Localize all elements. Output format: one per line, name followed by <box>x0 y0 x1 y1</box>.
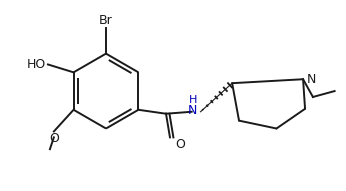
Text: N: N <box>188 104 197 117</box>
Text: Br: Br <box>99 14 113 27</box>
Text: O: O <box>49 132 59 146</box>
Text: O: O <box>175 138 185 151</box>
Text: N: N <box>307 73 316 86</box>
Text: HO: HO <box>27 58 46 71</box>
Text: H: H <box>189 95 197 105</box>
